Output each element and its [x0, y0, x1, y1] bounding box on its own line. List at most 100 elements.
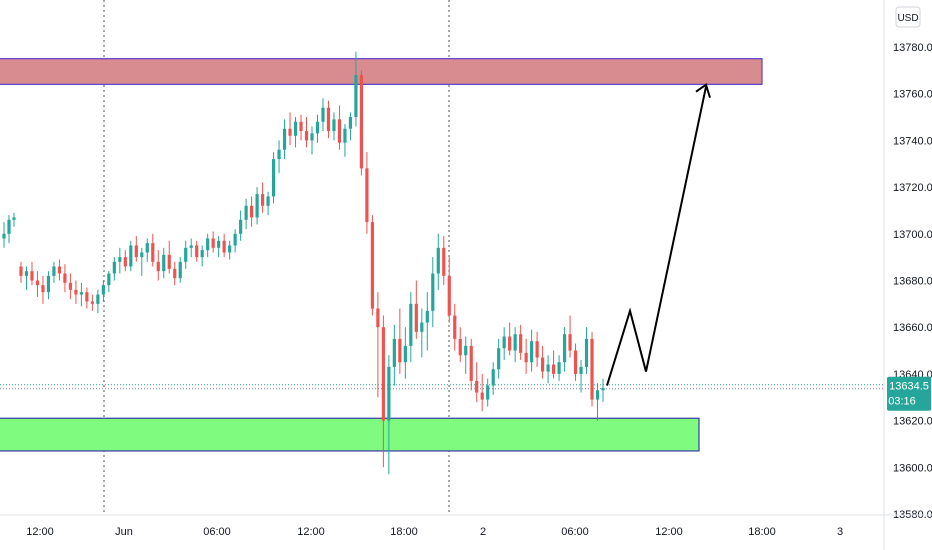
- candle: [211, 231, 215, 253]
- candle-body: [30, 271, 34, 281]
- candle-body: [310, 133, 314, 141]
- candle-body: [579, 366, 583, 374]
- candle: [107, 271, 111, 293]
- candle-body: [52, 266, 56, 276]
- price-tick-label: 13700.0: [893, 229, 932, 241]
- projection-path[interactable]: [606, 86, 707, 386]
- candle: [502, 327, 506, 360]
- candle-body: [46, 275, 51, 293]
- candle-body: [524, 352, 528, 363]
- candle-body: [260, 194, 265, 206]
- price-tick-label: 13720.0: [893, 182, 932, 194]
- candle: [200, 245, 204, 267]
- candle: [508, 322, 512, 356]
- candle: [239, 210, 243, 241]
- candle-body: [255, 194, 259, 218]
- candle: [315, 114, 320, 143]
- candle: [30, 261, 34, 286]
- projection-arrowhead: [695, 83, 711, 98]
- candle-body: [425, 310, 429, 323]
- candle-body: [348, 117, 353, 129]
- candle-body: [288, 128, 292, 136]
- candle: [381, 315, 385, 468]
- candle-body: [403, 345, 407, 363]
- currency-badge[interactable]: [895, 6, 921, 28]
- candle: [90, 294, 94, 311]
- candle: [568, 315, 572, 358]
- candle: [354, 51, 358, 127]
- candle: [151, 233, 155, 267]
- candle: [68, 273, 73, 300]
- candle-body: [573, 350, 578, 374]
- candle-body: [277, 149, 281, 160]
- price-tick-label: 13620.0: [893, 416, 932, 428]
- candle-body: [453, 315, 457, 339]
- candle: [414, 280, 418, 339]
- time-tick-label: 12:00: [655, 526, 683, 538]
- candle-body: [41, 285, 45, 293]
- candle-body: [145, 243, 149, 253]
- grid-layer: [0, 0, 884, 515]
- candle: [497, 338, 501, 379]
- candle-body: [140, 252, 144, 258]
- candle: [530, 329, 534, 372]
- candle: [145, 238, 149, 262]
- candle: [546, 355, 550, 384]
- candle-body: [282, 128, 287, 150]
- candle: [189, 238, 193, 258]
- candle-body: [420, 322, 424, 332]
- candle-body: [90, 301, 94, 304]
- candle-body: [332, 119, 336, 132]
- candle-body: [184, 247, 188, 262]
- candle: [458, 327, 462, 363]
- candle-body: [228, 245, 232, 253]
- candle: [491, 362, 495, 395]
- candle-body: [206, 238, 210, 251]
- candle-body: [156, 261, 160, 272]
- price-tick-label: 13740.0: [893, 135, 932, 147]
- candle: [420, 308, 424, 358]
- candle-body: [584, 338, 589, 367]
- candle-body: [189, 245, 193, 248]
- candle-body: [519, 334, 523, 353]
- candle: [118, 247, 122, 274]
- candle-body: [354, 75, 358, 118]
- candle: [425, 292, 429, 351]
- candle-body: [178, 261, 182, 279]
- candle: [96, 289, 100, 314]
- candle: [304, 117, 309, 148]
- candle: [35, 271, 40, 297]
- candle-body: [541, 357, 545, 372]
- candle: [409, 292, 413, 363]
- candle: [293, 117, 298, 148]
- candle-body: [458, 338, 462, 356]
- candle: [541, 345, 545, 379]
- candle: [178, 257, 182, 283]
- candle-body: [112, 261, 116, 274]
- candle: [282, 119, 287, 160]
- candle: [233, 229, 237, 253]
- candle-body: [118, 257, 122, 262]
- candle-body: [562, 334, 567, 363]
- candle: [332, 112, 336, 141]
- candle-body: [508, 336, 512, 351]
- time-tick-label: Jun: [115, 526, 133, 538]
- resistance-zone[interactable]: [0, 58, 763, 85]
- candle: [475, 362, 479, 402]
- candle-body: [85, 292, 89, 302]
- candle-body: [173, 268, 177, 279]
- candle: [52, 261, 56, 283]
- support-zone[interactable]: [0, 417, 700, 452]
- candle: [573, 343, 578, 381]
- candle-body: [167, 254, 171, 269]
- candles-layer: [2, 51, 605, 475]
- candle: [206, 233, 210, 258]
- candle: [85, 287, 89, 309]
- candle-body: [590, 338, 594, 400]
- time-tick-label: 06:00: [561, 526, 589, 538]
- candle: [167, 240, 171, 274]
- candle-body: [447, 275, 451, 316]
- candle-body: [12, 217, 16, 220]
